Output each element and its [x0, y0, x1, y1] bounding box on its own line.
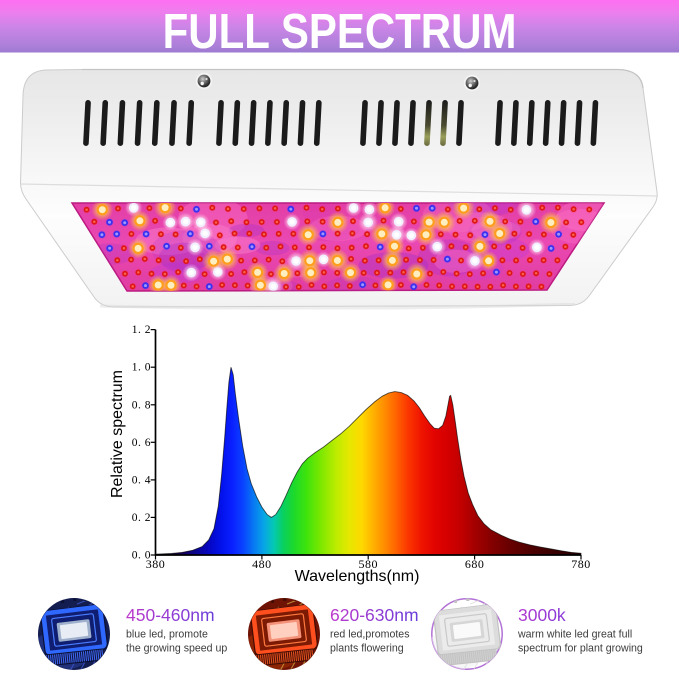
svg-text:1. 0: 1. 0 [132, 362, 151, 374]
svg-text:blue led, promote: blue led, promote [126, 629, 208, 641]
svg-text:1. 2: 1. 2 [132, 324, 151, 336]
svg-text:red led,promotes: red led,promotes [330, 629, 410, 641]
svg-text:spectrum for plant growing: spectrum for plant growing [518, 643, 643, 655]
svg-text:580: 580 [358, 557, 378, 571]
svg-text:0. 0: 0. 0 [132, 550, 151, 562]
svg-text:FULL SPECTRUM: FULL SPECTRUM [163, 4, 517, 59]
svg-text:the growing speed up: the growing speed up [126, 643, 227, 655]
svg-text:0. 6: 0. 6 [132, 437, 151, 449]
svg-text:680: 680 [465, 557, 485, 571]
svg-text:450-460nm: 450-460nm [126, 605, 215, 625]
svg-text:warm white led great full: warm white led great full [517, 629, 632, 641]
svg-text:plants flowering: plants flowering [330, 643, 404, 655]
svg-text:0. 4: 0. 4 [132, 474, 151, 486]
svg-text:0. 2: 0. 2 [132, 512, 151, 524]
svg-text:Wavelengths(nm): Wavelengths(nm) [295, 568, 420, 585]
svg-text:620-630nm: 620-630nm [330, 605, 419, 625]
svg-text:380: 380 [146, 557, 166, 571]
svg-text:0. 8: 0. 8 [132, 399, 151, 411]
svg-text:Relative spectrum: Relative spectrum [109, 370, 126, 498]
svg-text:780: 780 [571, 557, 591, 571]
svg-text:3000k: 3000k [518, 605, 566, 625]
svg-text:480: 480 [252, 557, 272, 571]
